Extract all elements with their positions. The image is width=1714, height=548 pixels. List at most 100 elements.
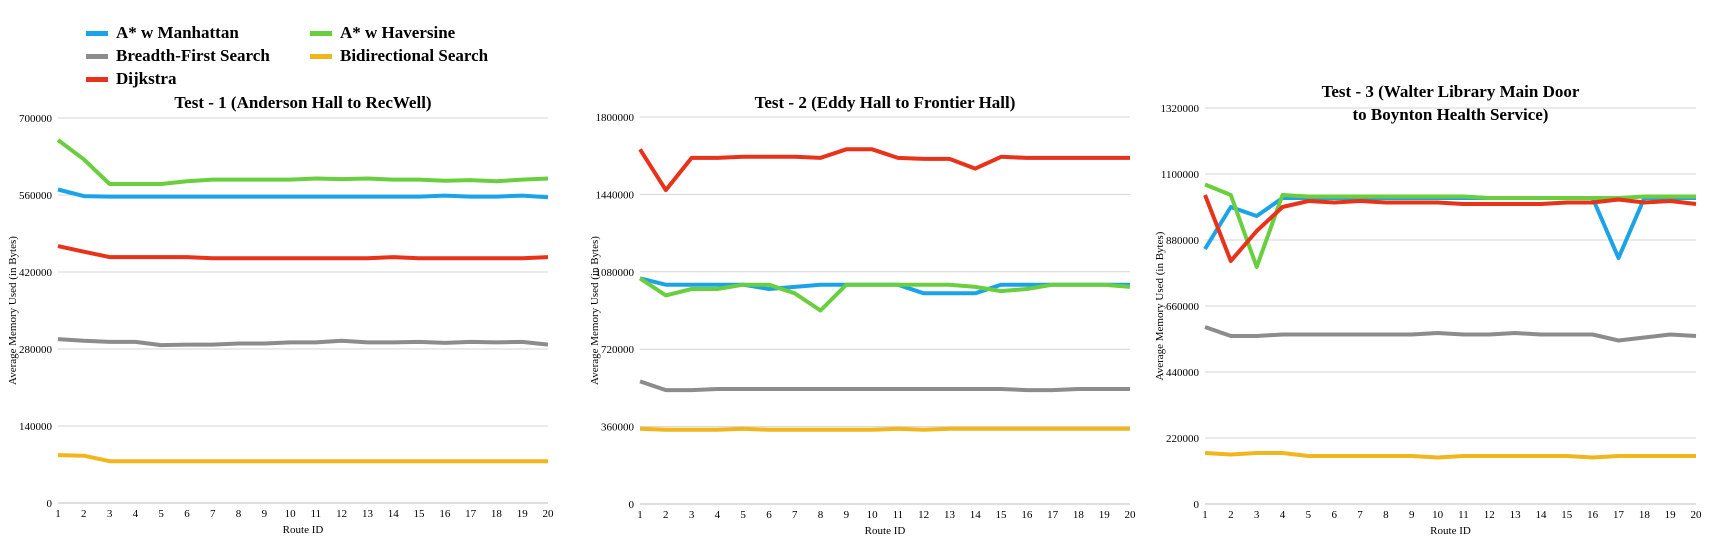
legend-label: A* w Manhattan bbox=[116, 23, 239, 42]
series-line bbox=[57, 244, 549, 261]
legend-label: Breadth-First Search bbox=[116, 46, 270, 65]
chart-title: Test - 1 (Anderson Hall to RecWell) bbox=[174, 93, 431, 112]
legend-item: A* w Haversine bbox=[310, 22, 455, 44]
chart-test-3: Test - 3 (Walter Library Main Door to Boy… bbox=[1154, 82, 1702, 537]
x-tick-label: 10 bbox=[285, 508, 297, 520]
x-tick-label: 2 bbox=[81, 508, 87, 520]
x-tick-label: 17 bbox=[1047, 509, 1059, 521]
x-tick-label: 2 bbox=[1228, 509, 1234, 521]
x-tick-label: 12 bbox=[1484, 509, 1495, 521]
x-tick-label: 3 bbox=[1254, 509, 1260, 521]
x-tick-label: 9 bbox=[1409, 509, 1415, 521]
series-line bbox=[1203, 194, 1697, 263]
series-line bbox=[1204, 182, 1696, 269]
x-tick-label: 14 bbox=[388, 508, 400, 520]
series-line bbox=[57, 453, 548, 464]
legend-swatch bbox=[310, 30, 332, 36]
x-axis-label: Route ID bbox=[865, 525, 906, 537]
y-tick-label: 1800000 bbox=[596, 112, 635, 124]
y-axis-label: Average Memory Used (in Bytes) bbox=[7, 236, 19, 385]
x-tick-label: 11 bbox=[1458, 509, 1469, 521]
chart-test-1: Test - 1 (Anderson Hall to RecWell) 0 1400… bbox=[7, 93, 555, 536]
x-tick-label: 1 bbox=[55, 508, 61, 520]
x-tick-label: 18 bbox=[1639, 509, 1651, 521]
x-tick-label: 4 bbox=[133, 508, 139, 520]
y-tick-label: 560000 bbox=[19, 190, 53, 202]
y-tick-label: 0 bbox=[47, 498, 53, 510]
x-tick-label: 12 bbox=[336, 508, 347, 520]
y-tick-label: 720000 bbox=[601, 344, 635, 356]
x-tick-label: 9 bbox=[844, 509, 850, 521]
x-tick-label: 13 bbox=[1510, 509, 1522, 521]
x-tick-label: 7 bbox=[1357, 509, 1363, 521]
y-tick-label: 1080000 bbox=[596, 267, 635, 279]
legend-swatch bbox=[310, 53, 332, 59]
x-tick-label: 16 bbox=[1021, 509, 1032, 521]
x-tick-label: 19 bbox=[517, 508, 529, 520]
x-axis-label: Route ID bbox=[283, 524, 324, 536]
y-tick-label: 1440000 bbox=[596, 189, 635, 201]
x-axis-label: Route ID bbox=[1430, 525, 1471, 537]
x-tick-label: 4 bbox=[715, 509, 721, 521]
series-line bbox=[1204, 451, 1696, 460]
x-tick-label: 11 bbox=[311, 508, 322, 520]
x-tick-label: 18 bbox=[491, 508, 503, 520]
x-tick-label: 10 bbox=[867, 509, 879, 521]
x-tick-label: 19 bbox=[1099, 509, 1111, 521]
x-tick-label: 8 bbox=[1383, 509, 1389, 521]
x-tick-label: 7 bbox=[792, 509, 798, 521]
x-tick-label: 14 bbox=[1535, 509, 1547, 521]
x-tick-label: 15 bbox=[1561, 509, 1573, 521]
x-tick-label: 11 bbox=[893, 509, 904, 521]
y-tick-label: 420000 bbox=[19, 267, 53, 279]
legend-swatch bbox=[86, 76, 108, 82]
x-tick-label: 8 bbox=[236, 508, 242, 520]
x-tick-label: 19 bbox=[1665, 509, 1677, 521]
x-tick-label: 1 bbox=[637, 509, 643, 521]
legend-label: Dijkstra bbox=[116, 69, 177, 88]
y-axis-label: Average Memory Used (in Bytes) bbox=[1154, 231, 1166, 380]
x-tick-label: 15 bbox=[414, 508, 426, 520]
x-tick-label: 20 bbox=[1125, 509, 1137, 521]
x-tick-label: 5 bbox=[158, 508, 164, 520]
legend-label: Bidirectional Search bbox=[340, 46, 489, 65]
y-tick-label: 880000 bbox=[1166, 235, 1200, 247]
x-tick-label: 5 bbox=[740, 509, 746, 521]
x-tick-label: 4 bbox=[1280, 509, 1286, 521]
x-tick-label: 17 bbox=[465, 508, 477, 520]
x-tick-label: 9 bbox=[262, 508, 268, 520]
x-tick-label: 12 bbox=[918, 509, 929, 521]
y-axis-label: Average Memory Used (in Bytes) bbox=[589, 236, 601, 385]
x-tick-label: 6 bbox=[766, 509, 772, 521]
legend-swatch bbox=[86, 30, 108, 36]
y-tick-label: 220000 bbox=[1166, 433, 1200, 445]
legend-item: Breadth-First Search bbox=[86, 45, 270, 67]
y-tick-label: 140000 bbox=[19, 421, 53, 433]
y-tick-label: 700000 bbox=[19, 113, 53, 125]
series-line bbox=[57, 337, 549, 348]
x-tick-label: 17 bbox=[1613, 509, 1625, 521]
x-tick-label: 13 bbox=[944, 509, 956, 521]
x-tick-label: 10 bbox=[1432, 509, 1444, 521]
legend-swatch bbox=[86, 53, 108, 59]
x-tick-label: 20 bbox=[543, 508, 555, 520]
chart-test-2: Test - 2 (Eddy Hall to Frontier Hall)036… bbox=[589, 93, 1137, 537]
series-line bbox=[639, 426, 1130, 432]
chart-title: Test - 3 (Walter Library Main Door to Boy… bbox=[1322, 82, 1580, 124]
x-tick-label: 8 bbox=[818, 509, 824, 521]
y-tick-label: 280000 bbox=[19, 344, 53, 356]
x-tick-label: 16 bbox=[1587, 509, 1599, 521]
x-tick-label: 3 bbox=[107, 508, 113, 520]
x-tick-label: 2 bbox=[663, 509, 669, 521]
x-tick-label: 18 bbox=[1073, 509, 1085, 521]
x-tick-label: 5 bbox=[1306, 509, 1312, 521]
x-tick-label: 1 bbox=[1202, 509, 1208, 521]
y-tick-label: 1320000 bbox=[1161, 103, 1200, 115]
series-line bbox=[1204, 325, 1697, 343]
x-tick-label: 14 bbox=[970, 509, 982, 521]
series-line bbox=[57, 187, 549, 200]
x-tick-label: 6 bbox=[184, 508, 190, 520]
x-tick-label: 3 bbox=[689, 509, 695, 521]
y-tick-label: 440000 bbox=[1166, 367, 1200, 379]
legend: A* w Manhattan A* w Haversine Breadth-Firs… bbox=[86, 22, 526, 98]
